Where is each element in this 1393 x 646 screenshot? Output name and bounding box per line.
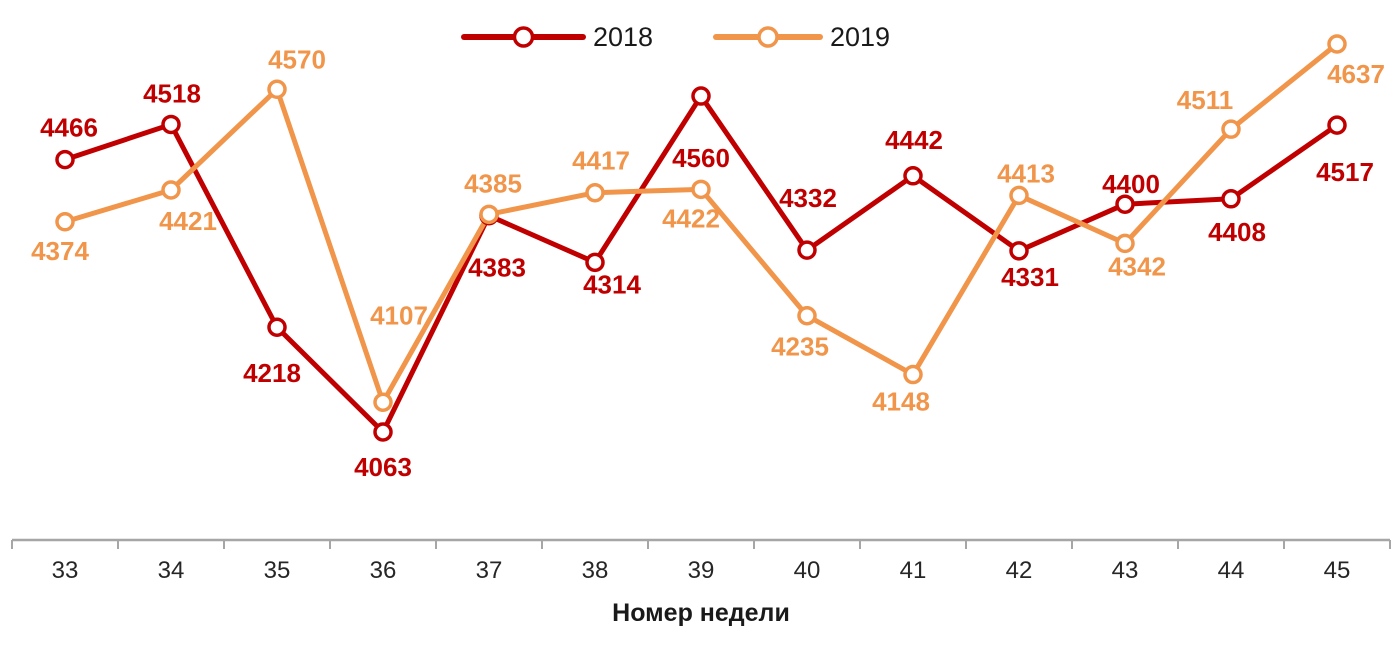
x-tick-label: 41 [900,557,927,584]
x-axis: 33 34 35 36 37 38 39 40 41 42 43 44 45 [11,538,1391,584]
data-label-2019: 4422 [662,203,720,233]
data-label-2018: 4517 [1316,157,1374,187]
data-point-marker-2018 [1009,241,1029,261]
data-label-2018: 4408 [1208,217,1266,247]
data-point-marker-2018 [1221,189,1241,209]
x-tick-label: 33 [52,557,79,584]
data-label-2018: 4218 [243,358,301,388]
legend-marker-icon [512,26,535,48]
data-point-marker-2019 [267,79,287,100]
data-point-marker-2019 [161,180,181,200]
data-point-marker-2019 [691,179,711,200]
data-point-marker-2019 [903,364,923,385]
data-label-2019: 4413 [997,158,1055,188]
data-label-2018: 4442 [885,125,943,155]
data-point-marker-2018 [903,166,923,186]
x-axis-title: Номер недели [612,599,790,627]
data-label-2018: 4331 [1001,262,1059,292]
data-point-marker-2018 [585,252,605,273]
data-point-marker-2019 [55,212,75,232]
data-point-marker-2018 [161,114,181,135]
data-label-2019: 4235 [771,332,829,362]
legend-label: 2019 [830,22,890,52]
legend-label: 2018 [593,22,653,52]
x-tick-label: 40 [794,557,821,584]
legend-marker-icon [757,26,779,48]
data-point-marker-2019 [373,392,393,413]
x-tick-label: 39 [688,557,715,584]
x-tick-label: 34 [158,557,185,584]
data-label-2018: 4560 [672,143,730,173]
data-label-2019: 4148 [872,387,930,417]
chart-legend: 2018 2019 [461,22,890,52]
data-point-marker-2018 [55,149,75,170]
data-label-2018: 4400 [1102,169,1160,199]
data-label-2019: 4385 [464,168,522,198]
data-label-2019: 4417 [572,146,630,176]
data-point-marker-2019 [1115,233,1135,254]
x-tick-label: 44 [1218,557,1245,584]
data-label-2019: 4374 [31,236,89,266]
legend-item-2019: 2019 [713,22,890,52]
data-point-marker-2018 [373,422,393,442]
data-label-2018: 4383 [468,253,526,283]
data-point-marker-2018 [1115,194,1135,214]
x-tick-label: 35 [264,557,291,584]
data-label-2019: 4570 [268,44,326,74]
data-label-2019: 4421 [159,206,217,236]
data-point-markers [55,34,1347,442]
data-label-2018: 4466 [40,113,98,143]
data-label-2019: 4511 [1177,85,1233,115]
data-label-2018: 4314 [583,269,641,299]
x-tick-label: 36 [370,557,397,584]
data-label-2019: 4342 [1108,251,1166,281]
x-tick-label: 45 [1324,557,1351,584]
x-tick-label: 37 [476,557,503,584]
legend-item-2018: 2018 [461,22,653,52]
data-label-2018: 4332 [779,183,837,213]
data-point-marker-2019 [479,204,499,225]
data-labels: 4466 4518 4218 4063 4383 4314 4560 4332 4442 4331… [31,44,1385,482]
data-point-marker-2018 [267,317,287,337]
x-tick-label: 43 [1112,557,1139,584]
data-point-marker-2018 [797,240,817,260]
data-point-marker-2019 [1009,185,1029,206]
data-label-2019: 4637 [1327,59,1385,89]
data-point-marker-2019 [585,182,605,203]
data-label-2018: 4063 [354,452,412,482]
data-label-2018: 4518 [143,78,201,108]
data-point-marker-2019 [797,305,817,326]
x-tick-label: 38 [582,557,609,584]
data-point-marker-2019 [1221,119,1241,139]
x-tick-label: 42 [1006,557,1033,584]
data-label-2019: 4107 [370,300,428,330]
data-point-marker-2019 [1327,34,1347,54]
data-point-marker-2018 [1327,115,1347,135]
data-point-marker-2018 [691,86,711,106]
